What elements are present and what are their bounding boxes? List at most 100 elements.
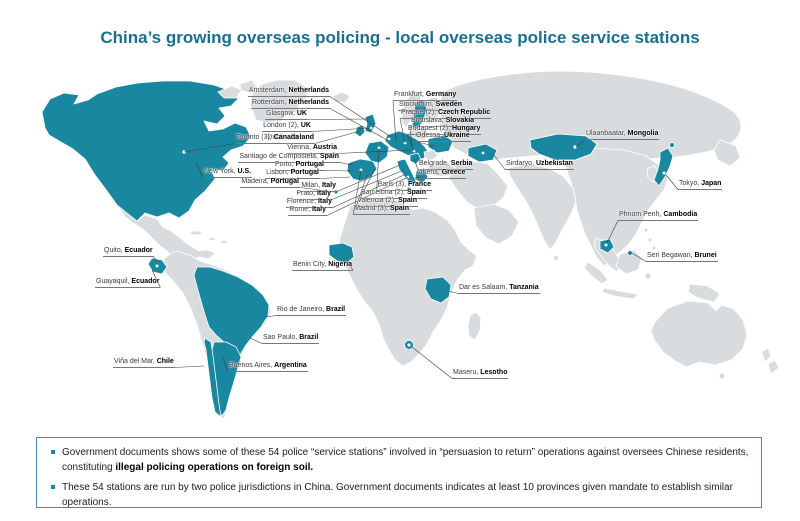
map-label-rotterdam: Rotterdam, Netherlands bbox=[250, 99, 330, 109]
city-label: Phnom Penh, bbox=[619, 211, 662, 218]
country-label: Brazil bbox=[299, 334, 319, 341]
city-label: Paris (3), bbox=[377, 181, 407, 188]
country-label: Netherlands bbox=[288, 99, 329, 106]
city-label: Budapest (2), bbox=[408, 125, 451, 132]
map-label-phnom-penh: Phnom Penh, Cambodia bbox=[618, 211, 699, 221]
country-label: Mongolia bbox=[627, 130, 659, 137]
note-bullet bbox=[51, 450, 55, 454]
country-label: Portugal bbox=[290, 169, 319, 176]
country-label: Spain bbox=[389, 205, 409, 212]
country-label: UK bbox=[300, 122, 311, 129]
city-label: Prague (2), bbox=[401, 109, 437, 116]
map-label-glasgow: Glasgow, UK bbox=[265, 110, 308, 120]
leader-lines bbox=[151, 96, 679, 379]
country-label: Germany bbox=[425, 91, 457, 98]
arabia bbox=[473, 203, 520, 245]
map-label-amsterdam: Amsterdam, Netherlands bbox=[247, 87, 330, 97]
country-label: U.S. bbox=[237, 168, 252, 175]
philippines-3 bbox=[651, 245, 657, 251]
france bbox=[364, 140, 390, 164]
city-label: New York, bbox=[204, 168, 236, 175]
city-label: Milan, bbox=[301, 182, 321, 189]
note-text: These 54 stations are run by two police … bbox=[62, 482, 733, 508]
country-label: Brazil bbox=[326, 306, 346, 313]
city-label: Amsterdam, bbox=[248, 87, 287, 94]
city-label: Rio de Janeiro, bbox=[277, 306, 325, 313]
new-zealand-south bbox=[767, 359, 780, 375]
country-label: Lesotho bbox=[480, 369, 508, 376]
country-label: Uzbekistan bbox=[535, 160, 573, 167]
mongolia bbox=[529, 133, 598, 161]
map-label-athens: Athens, Greece bbox=[415, 169, 467, 179]
map-label-rome: Rome, Italy bbox=[288, 206, 327, 216]
brunei bbox=[627, 250, 633, 256]
map-label-madrid-3: Madrid (3), Spain bbox=[353, 205, 410, 215]
country-label: Spain bbox=[319, 153, 339, 160]
city-label: Bratislava, bbox=[411, 117, 444, 124]
map-label-quito: Quito, Ecuador bbox=[103, 247, 154, 257]
hispaniola bbox=[207, 237, 217, 241]
city-label: Toronto (3), bbox=[236, 134, 272, 141]
city-label: Odessa, bbox=[416, 132, 443, 139]
note-bullet bbox=[51, 485, 55, 489]
map-label-maseru: Maseru, Lesotho bbox=[452, 369, 509, 379]
country-label: Cambodia bbox=[663, 211, 698, 218]
country-label: Greece bbox=[441, 169, 466, 176]
map-label-milan: Milan, Italy bbox=[300, 182, 337, 192]
africa bbox=[338, 197, 478, 367]
map-label-rio-de-janeiro: Rio de Janeiro, Brazil bbox=[276, 306, 347, 316]
kamchatka bbox=[713, 139, 741, 167]
map-label-ulaanbaatar: Ulaanbaatar, Mongolia bbox=[585, 130, 660, 140]
city-label: Glasgow, bbox=[266, 110, 295, 117]
city-label: Florence, bbox=[286, 198, 317, 205]
country-label: Argentina bbox=[274, 362, 307, 369]
city-label: Lisbon, bbox=[266, 169, 289, 176]
map-label-madeira: Madeira, Portugal bbox=[240, 178, 300, 188]
map-label-odessa: Odessa, Ukraine bbox=[415, 132, 471, 142]
sumatra bbox=[583, 261, 609, 285]
country-label: Portugal bbox=[270, 178, 299, 185]
city-label: Buenos Aires, bbox=[229, 362, 273, 369]
map-label-sao-paulo: Sao Paulo, Brazil bbox=[262, 334, 320, 344]
new-zealand-north bbox=[761, 347, 772, 363]
map-label-sirdaryo: Sirdaryo, Uzbekistan bbox=[505, 160, 574, 170]
java bbox=[601, 287, 639, 300]
country-label: Italy bbox=[311, 206, 326, 213]
country-label: Sweden bbox=[435, 101, 463, 108]
country-label: Netherlands bbox=[288, 87, 329, 94]
map-label-vienna: Vienna, Austria bbox=[286, 144, 338, 154]
city-label: Valencia (2), bbox=[357, 197, 396, 204]
map-label-toronto-3: Toronto (3), Canada bbox=[235, 134, 301, 144]
city-label: Viña del Mar, bbox=[114, 358, 155, 365]
philippines-2 bbox=[647, 237, 653, 243]
map-label-dar-es-salaam: Dar es Salaam, Tanzania bbox=[458, 284, 540, 294]
note-item: These 54 stations are run by two police … bbox=[51, 481, 749, 510]
japan bbox=[653, 147, 674, 187]
map-label-frankfurt: Frankfurt, Germany bbox=[393, 91, 458, 101]
country-label: Ecuador bbox=[124, 247, 153, 254]
city-label: London (2), bbox=[263, 122, 299, 129]
serbia bbox=[409, 152, 422, 165]
madagascar bbox=[467, 311, 482, 341]
country-label: Ukraine bbox=[444, 132, 470, 139]
north-america-highlight bbox=[41, 80, 252, 222]
page-title: China’s growing overseas policing - loca… bbox=[100, 28, 700, 47]
cuba bbox=[189, 230, 203, 236]
country-label: Hungary bbox=[451, 125, 481, 132]
city-label: Seri Begawan, bbox=[647, 252, 693, 259]
notes-box: Government documents shows some of these… bbox=[36, 437, 762, 508]
map-label-tokyo: Tokyo, Japan bbox=[678, 180, 723, 190]
city-label: Madeira, bbox=[241, 178, 269, 185]
tasmania bbox=[718, 372, 726, 380]
country-label: UK bbox=[296, 110, 307, 117]
map-label-valencia-2: Valencia (2), Spain bbox=[356, 197, 418, 207]
hokkaido bbox=[669, 142, 675, 148]
brazil bbox=[193, 266, 270, 356]
map-label-bratislava: Bratislava, Slovakia bbox=[410, 117, 476, 127]
map-label-new-york: New York, U.S. bbox=[203, 168, 253, 178]
new-guinea bbox=[687, 283, 721, 303]
map-label-santiago-de-compostela: Santiago de Compostela, Spain bbox=[238, 153, 340, 163]
city-label: Vienna, bbox=[287, 144, 311, 151]
caribbean-island bbox=[220, 240, 228, 244]
